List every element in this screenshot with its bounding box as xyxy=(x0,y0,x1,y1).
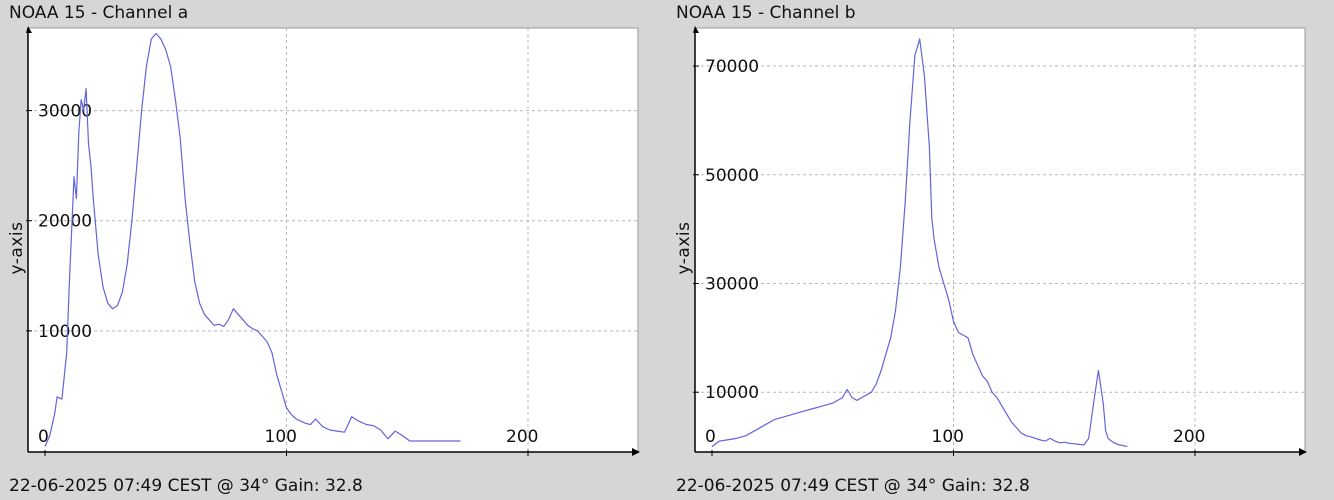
x-tick-label: 100 xyxy=(932,427,964,447)
chart-panel-b: NOAA 15 - Channel b 0 100 200 10000 30000 500… xyxy=(667,0,1334,500)
y-tick-label: 30000 xyxy=(38,102,92,122)
x-tick-label: 200 xyxy=(506,427,538,447)
x-tick-label: 0 xyxy=(705,427,716,447)
chart-footer-a: 22-06-2025 07:49 CEST @ 34° Gain: 32.8 xyxy=(9,476,363,496)
y-tick-label: 20000 xyxy=(38,212,92,232)
x-tick-label: 0 xyxy=(38,427,49,447)
y-axis-arrow xyxy=(26,26,32,33)
chart-footer-b: 22-06-2025 07:49 CEST @ 34° Gain: 32.8 xyxy=(676,476,1030,496)
series-line-b-0 xyxy=(711,38,1128,448)
series-line-a-0 xyxy=(44,32,461,447)
x-tick-label: 100 xyxy=(265,427,297,447)
chart-panel-a: NOAA 15 - Channel a 0 100 200 10000 20000 300… xyxy=(7,3,640,496)
y-tick-label: 10000 xyxy=(38,322,92,342)
plot-area-a: 0 100 200 10000 20000 30000 xyxy=(26,26,640,456)
y-tick-label: 30000 xyxy=(705,274,759,294)
y-axis-arrow xyxy=(693,26,699,33)
y-tick-label: 10000 xyxy=(705,383,759,403)
y-axis-label-b: y-axis xyxy=(674,221,694,275)
plot-area-b: 0 100 200 10000 30000 50000 70000 xyxy=(693,26,1307,456)
y-tick-label: 70000 xyxy=(705,57,759,77)
y-axis-label-a: y-axis xyxy=(7,221,27,275)
plot-background xyxy=(695,28,1305,452)
y-tick-label: 50000 xyxy=(705,166,759,186)
x-tick-label: 200 xyxy=(1173,427,1205,447)
x-axis-arrow xyxy=(1299,448,1307,456)
x-axis-arrow xyxy=(632,448,640,456)
chart-title-a: NOAA 15 - Channel a xyxy=(9,3,189,23)
chart-title-b: NOAA 15 - Channel b xyxy=(676,3,856,23)
plot-background xyxy=(28,28,638,452)
